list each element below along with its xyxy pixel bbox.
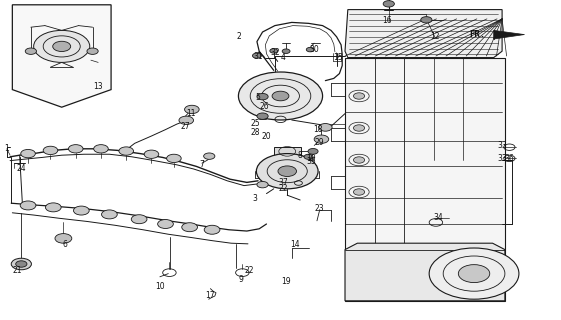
Text: 1: 1: [4, 144, 9, 153]
Text: 24: 24: [16, 164, 26, 172]
Circle shape: [16, 261, 27, 267]
Text: 9: 9: [239, 276, 243, 284]
Polygon shape: [12, 5, 111, 107]
Circle shape: [185, 105, 199, 114]
Circle shape: [34, 30, 90, 62]
Circle shape: [353, 93, 365, 99]
Text: 35: 35: [306, 157, 316, 166]
Text: 5: 5: [256, 93, 260, 102]
Text: 17: 17: [205, 292, 215, 300]
Circle shape: [144, 150, 159, 158]
Circle shape: [308, 148, 318, 154]
Text: 13: 13: [93, 82, 103, 91]
Circle shape: [102, 210, 117, 219]
Circle shape: [45, 203, 61, 212]
Text: 33: 33: [497, 141, 507, 150]
Text: 31: 31: [253, 52, 263, 60]
Circle shape: [20, 201, 36, 210]
Circle shape: [314, 135, 329, 143]
Circle shape: [73, 206, 89, 215]
Text: 33: 33: [497, 154, 507, 163]
Circle shape: [21, 149, 35, 158]
Text: 37: 37: [278, 178, 288, 187]
Text: 12: 12: [430, 32, 439, 41]
Circle shape: [278, 166, 297, 177]
Circle shape: [458, 265, 490, 283]
Circle shape: [55, 234, 72, 243]
Text: 19: 19: [281, 277, 291, 286]
Circle shape: [87, 48, 98, 54]
Text: 30: 30: [309, 45, 319, 54]
Circle shape: [53, 41, 71, 52]
Circle shape: [11, 258, 31, 270]
Text: 34: 34: [434, 213, 444, 222]
Polygon shape: [274, 147, 301, 156]
Text: 2: 2: [236, 32, 241, 41]
Text: 3: 3: [253, 194, 257, 203]
Circle shape: [282, 49, 290, 53]
Text: 36: 36: [504, 154, 514, 163]
Text: 11: 11: [186, 109, 195, 118]
Text: 23: 23: [315, 204, 325, 212]
Circle shape: [353, 157, 365, 163]
Circle shape: [353, 125, 365, 131]
Polygon shape: [345, 10, 502, 58]
Polygon shape: [345, 243, 505, 301]
Text: 15: 15: [333, 53, 343, 62]
Text: 18: 18: [313, 125, 322, 134]
Circle shape: [238, 72, 323, 120]
Text: 19: 19: [306, 154, 316, 163]
Circle shape: [421, 17, 432, 23]
Text: 28: 28: [251, 128, 260, 137]
Text: 14: 14: [289, 240, 300, 249]
Text: 4: 4: [281, 53, 286, 62]
Text: 25: 25: [250, 119, 260, 128]
Circle shape: [204, 225, 220, 234]
Circle shape: [353, 189, 365, 195]
Circle shape: [257, 113, 268, 119]
Circle shape: [25, 48, 36, 54]
Circle shape: [383, 1, 394, 7]
Text: 26: 26: [259, 102, 269, 111]
Circle shape: [182, 223, 197, 232]
Circle shape: [257, 181, 268, 188]
Circle shape: [252, 53, 261, 58]
Text: 10: 10: [155, 282, 165, 291]
Circle shape: [167, 154, 181, 163]
Circle shape: [256, 154, 318, 189]
Circle shape: [429, 248, 519, 299]
Text: 16: 16: [382, 16, 392, 25]
Polygon shape: [345, 58, 505, 301]
Text: 22: 22: [279, 184, 288, 193]
Circle shape: [131, 215, 147, 224]
Circle shape: [68, 145, 83, 153]
Circle shape: [43, 146, 58, 155]
Text: FR.: FR.: [469, 30, 485, 39]
Text: 32: 32: [270, 48, 280, 57]
Text: 27: 27: [180, 122, 190, 131]
Circle shape: [204, 153, 215, 159]
Circle shape: [270, 49, 278, 53]
Text: 22: 22: [245, 266, 254, 275]
Circle shape: [257, 93, 268, 100]
Circle shape: [158, 220, 173, 228]
Circle shape: [119, 147, 134, 155]
Text: 21: 21: [12, 266, 21, 275]
Text: 7: 7: [200, 160, 204, 169]
Circle shape: [304, 154, 313, 159]
Circle shape: [272, 91, 289, 101]
Text: 6: 6: [62, 240, 67, 249]
Circle shape: [179, 116, 194, 124]
Text: 29: 29: [315, 138, 325, 147]
Circle shape: [319, 124, 332, 131]
Circle shape: [306, 47, 314, 52]
Text: 20: 20: [261, 132, 272, 140]
Text: 8: 8: [298, 151, 302, 160]
Polygon shape: [494, 30, 525, 39]
Circle shape: [94, 145, 108, 153]
